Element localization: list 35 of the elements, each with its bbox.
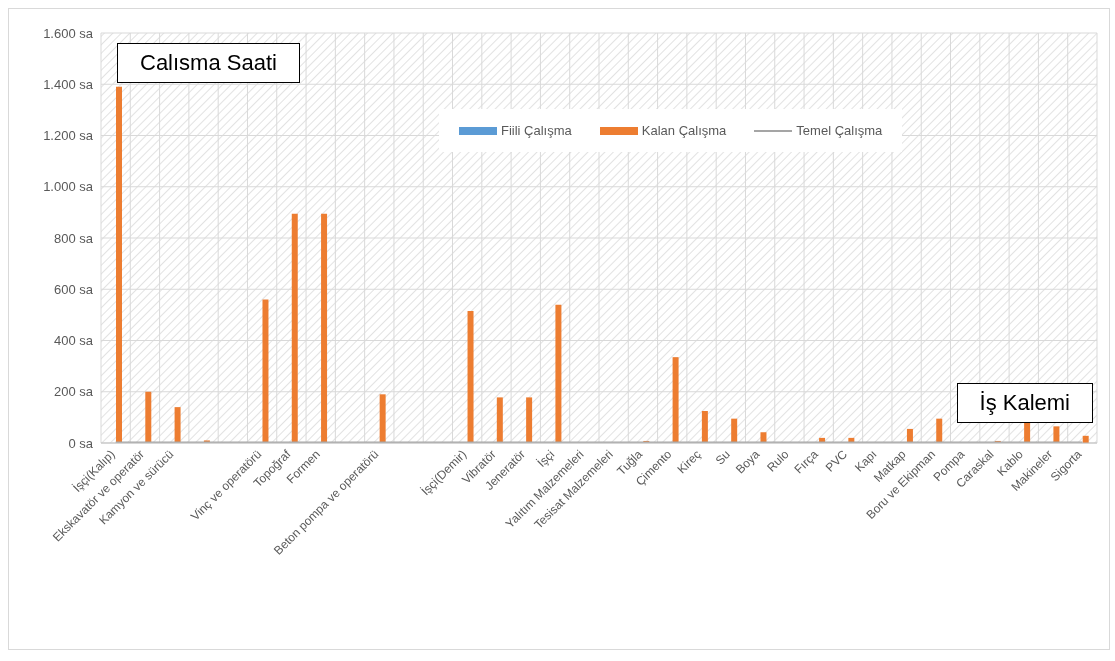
bar (291, 213, 298, 443)
legend-label: Temel Çalışma (795, 123, 883, 138)
legend-label: Fiili Çalışma (500, 123, 572, 138)
y-tick-label: 1.400 sa (43, 76, 94, 92)
y-tick-label: 800 sa (53, 230, 94, 246)
y-tick-label: 0 sa (68, 435, 94, 451)
bar (145, 391, 152, 443)
bar (321, 213, 328, 443)
bar (672, 357, 679, 443)
x-axis-title: İş Kalemi (956, 383, 1093, 423)
bar (467, 311, 474, 443)
bar (906, 428, 913, 443)
bar (379, 394, 386, 443)
y-tick-label: 1.200 sa (43, 128, 94, 144)
legend-label: Kalan Çalışma (640, 123, 727, 138)
y-tick-label: 600 sa (53, 281, 94, 297)
bar (555, 304, 562, 443)
bar (731, 418, 738, 443)
bar (496, 397, 503, 443)
y-tick-label: 1.000 sa (43, 179, 94, 195)
bar (701, 410, 708, 443)
y-axis-title: Calısma Saati (117, 43, 300, 83)
bar (1053, 426, 1060, 443)
y-tick-label: 200 sa (53, 384, 94, 400)
bar (1024, 423, 1031, 443)
bar (262, 299, 269, 443)
y-tick-label: 1.600 sa (43, 25, 94, 41)
bar (116, 86, 122, 443)
bar (760, 432, 767, 443)
bar (936, 418, 943, 443)
x-tick-label: Su (712, 447, 733, 468)
bar (526, 397, 533, 443)
x-tick-label: Rulo (764, 447, 792, 475)
bar (174, 407, 181, 443)
y-tick-label: 400 sa (53, 333, 94, 349)
